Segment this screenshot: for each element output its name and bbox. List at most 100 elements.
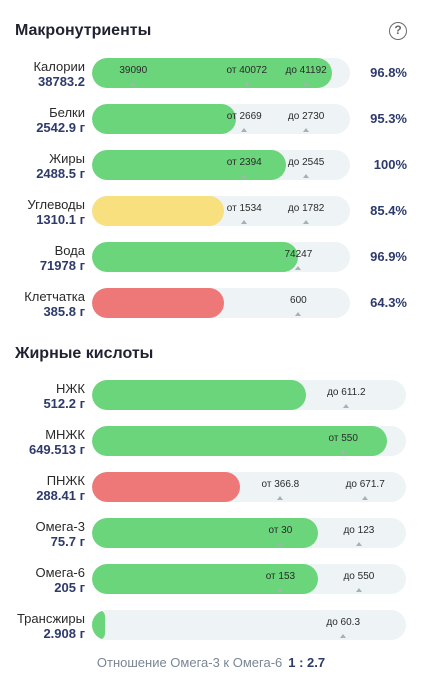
progress-fill	[92, 242, 299, 272]
target-label: до 2730	[287, 111, 325, 122]
target-label: до 60.3	[326, 617, 361, 628]
nutrient-row: Трансжиры 2.908 г до 60.3	[0, 610, 422, 650]
nutrient-row: Углеводы 1310.1 г от 1534 до 1782 85.4%	[0, 196, 422, 236]
progress-fill	[92, 426, 388, 456]
nutrient-name: ПНЖК	[46, 473, 85, 488]
progress-fill	[92, 150, 286, 180]
target-tick-icon	[362, 496, 369, 500]
progress-fill	[92, 472, 240, 502]
omega-ratio: Отношение Омега-3 к Омега-6 1 : 2.7	[0, 655, 422, 670]
target-label: от 550	[328, 433, 358, 444]
target-label: от 40072	[226, 65, 268, 76]
nutrient-amount: 512.2 г	[43, 396, 85, 411]
target-label: от 366.8	[261, 479, 300, 490]
target-label: 39090	[119, 65, 148, 76]
progress-bar: от 2669 до 2730	[92, 104, 350, 134]
nutrient-amount: 38783.2	[38, 74, 85, 89]
nutrient-percent: 85.4%	[370, 203, 407, 218]
target-tick-icon	[241, 174, 248, 178]
nutrient-name: Омега-6	[35, 565, 85, 580]
help-icon[interactable]: ?	[389, 22, 407, 40]
target-label: от 2669	[226, 111, 262, 122]
nutrient-percent: 95.3%	[370, 111, 407, 126]
progress-bar: до 60.3	[92, 610, 406, 640]
nutrient-row: Жиры 2488.5 г от 2394 до 2545 100%	[0, 150, 422, 190]
target-label: до 123	[343, 525, 375, 536]
nutrient-amount: 2542.9 г	[36, 120, 85, 135]
progress-fill	[92, 288, 224, 318]
progress-fill	[92, 196, 224, 226]
target-label: от 2394	[226, 157, 262, 168]
nutrient-row: Белки 2542.9 г от 2669 до 2730 95.3%	[0, 104, 422, 144]
nutrient-name: Жиры	[49, 151, 85, 166]
target-tick-icon	[303, 82, 310, 86]
nutrient-amount: 71978 г	[39, 258, 85, 273]
target-tick-icon	[303, 220, 310, 224]
nutrient-name: Омега-3	[35, 519, 85, 534]
nutrient-row: Омега-6 205 г от 153 до 550	[0, 564, 422, 604]
target-tick-icon	[355, 542, 362, 546]
progress-bar: от 366.8 до 671.7	[92, 472, 406, 502]
target-label: от 1534	[226, 203, 262, 214]
target-label: до 41192	[285, 65, 327, 76]
nutrient-amount: 2.908 г	[43, 626, 85, 641]
nutrient-percent: 96.8%	[370, 65, 407, 80]
omega-ratio-value: 1 : 2.7	[288, 655, 326, 670]
nutrient-amount: 1310.1 г	[36, 212, 85, 227]
progress-fill	[92, 380, 306, 410]
nutrient-percent: 96.9%	[370, 249, 407, 264]
progress-bar: от 153 до 550	[92, 564, 406, 594]
fats-title: Жирные кислоты	[15, 345, 154, 362]
nutrient-amount: 649.513 г	[28, 442, 85, 457]
nutrient-name: НЖК	[56, 381, 85, 396]
nutrient-name: Клетчатка	[24, 289, 85, 304]
nutrient-row: МНЖК 649.513 г от 550	[0, 426, 422, 466]
target-label: от 30	[268, 525, 293, 536]
target-label: до 671.7	[345, 479, 385, 490]
progress-bar: до 611.2	[92, 380, 406, 410]
target-tick-icon	[303, 128, 310, 132]
target-tick-icon	[277, 542, 284, 546]
target-label: до 550	[343, 571, 375, 582]
progress-bar: от 1534 до 1782	[92, 196, 350, 226]
nutrient-name: Вода	[54, 243, 85, 258]
target-label: 74247	[284, 249, 313, 260]
nutrient-row: Омега-3 75.7 г от 30 до 123	[0, 518, 422, 558]
nutrient-name: Трансжиры	[16, 611, 85, 626]
target-label: до 1782	[287, 203, 325, 214]
progress-fill	[92, 610, 105, 640]
target-tick-icon	[340, 450, 347, 454]
nutrient-amount: 75.7 г	[50, 534, 85, 549]
target-label: 600	[290, 295, 307, 306]
nutrient-amount: 288.41 г	[36, 488, 85, 503]
target-tick-icon	[243, 82, 250, 86]
target-tick-icon	[355, 588, 362, 592]
target-tick-icon	[340, 634, 347, 638]
nutrient-amount: 385.8 г	[43, 304, 85, 319]
target-tick-icon	[303, 174, 310, 178]
progress-bar: 600	[92, 288, 350, 318]
target-tick-icon	[295, 266, 302, 270]
nutrient-percent: 64.3%	[370, 295, 407, 310]
nutrient-row: Клетчатка 385.8 г 600 64.3%	[0, 288, 422, 328]
nutrient-row: ПНЖК 288.41 г от 366.8 до 671.7	[0, 472, 422, 512]
target-tick-icon	[241, 128, 248, 132]
nutrient-row: НЖК 512.2 г до 611.2	[0, 380, 422, 420]
target-tick-icon	[277, 588, 284, 592]
progress-bar: от 550	[92, 426, 406, 456]
target-label: до 611.2	[327, 387, 366, 398]
macros-title: Макронутриенты	[15, 22, 152, 39]
nutrient-row: Вода 71978 г 74247 96.9%	[0, 242, 422, 282]
nutrient-amount: 205 г	[54, 580, 85, 595]
nutrient-row: Калории 38783.2 39090 от 40072 до 41192 96.8%	[0, 58, 422, 98]
target-label: от 153	[265, 571, 296, 582]
nutrient-name: Белки	[49, 105, 85, 120]
nutrient-name: Калории	[33, 59, 85, 74]
progress-bar: 74247	[92, 242, 350, 272]
target-label: до 2545	[287, 157, 325, 168]
progress-bar: 39090 от 40072 до 41192	[92, 58, 350, 88]
progress-fill	[92, 104, 237, 134]
nutrient-name: МНЖК	[45, 427, 85, 442]
nutrient-name: Углеводы	[27, 197, 85, 212]
progress-bar: от 30 до 123	[92, 518, 406, 548]
